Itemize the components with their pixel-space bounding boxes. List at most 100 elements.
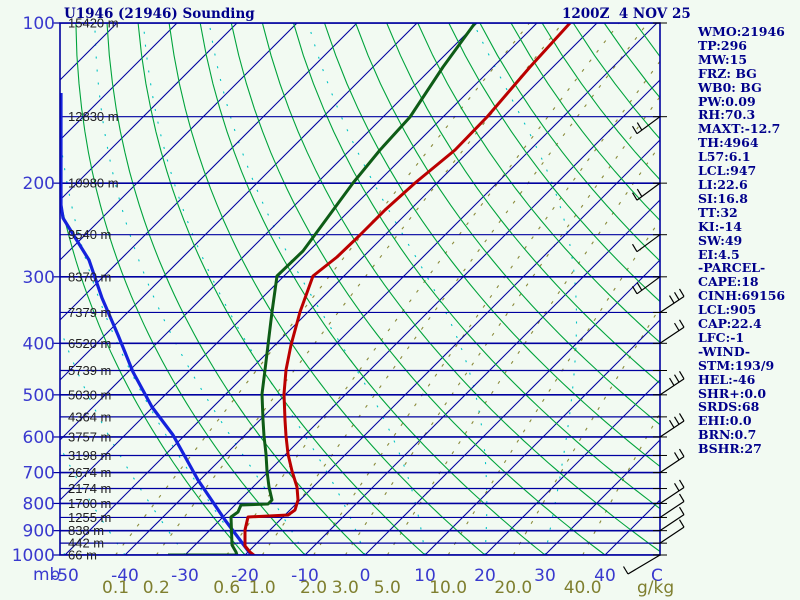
wind-barb-staff — [659, 295, 685, 313]
mixing-ratio-line — [386, 144, 660, 555]
wind-barb-feather — [636, 122, 643, 131]
stats-line: SW:49 — [698, 232, 743, 248]
pressure-axis-label: 900 — [23, 522, 55, 542]
stats-line: TP:296 — [698, 37, 747, 53]
temperature-unit-label: C — [651, 566, 663, 586]
wind-barb-staff — [627, 554, 661, 575]
wind-barb-feather — [631, 192, 638, 201]
isotherm-line — [60, 23, 538, 501]
stats-line: EHI:0.0 — [698, 413, 752, 429]
isotherm-line — [184, 79, 660, 555]
temperature-axis-label: 0 — [360, 566, 371, 586]
dry-adiabat-line — [137, 23, 426, 555]
stats-line: SHR+:0.0 — [698, 385, 767, 401]
temperature-axis-label: 10 — [414, 566, 436, 586]
wind-barb-feather — [678, 519, 685, 528]
isotherm-line — [60, 23, 358, 321]
wind-barb-feather — [673, 416, 680, 425]
wind-barb-staff — [659, 326, 685, 344]
stats-line: LCL:947 — [698, 163, 757, 179]
mixing-ratio-label: 0.1 — [102, 578, 129, 598]
isotherm-line — [124, 23, 658, 555]
wind-barb-feather — [678, 413, 685, 422]
isotherm-line — [64, 23, 598, 555]
wind-barb-feather — [673, 374, 680, 383]
isotherm-line — [544, 439, 660, 555]
height-label: 1700 m — [68, 496, 111, 511]
pressure-axis-label: 800 — [23, 494, 55, 514]
height-label: 5739 m — [68, 363, 111, 378]
stats-line: SRDS:68 — [698, 399, 760, 415]
height-label: 5030 m — [68, 387, 111, 402]
stats-line: -PARCEL- — [698, 260, 766, 276]
height-label: 10980 m — [68, 176, 119, 191]
isotherm-line — [60, 23, 478, 441]
mixing-ratio-label: 3.0 — [332, 578, 359, 598]
wind-barb-staff — [659, 514, 685, 532]
wind-barb-feather — [673, 291, 680, 301]
stats-line: KI:-14 — [698, 218, 742, 234]
mixing-ratio-label: 1.0 — [249, 578, 276, 598]
isotherm-line — [244, 139, 660, 555]
wind-barb-feather — [678, 506, 685, 515]
wind-barb-staff — [636, 276, 661, 295]
stats-line: MAXT:-12.7 — [698, 121, 781, 137]
wind-barb-staff — [659, 378, 685, 396]
temperature-axis-label: -10 — [291, 566, 319, 586]
mixing-ratio-label: 40.0 — [564, 578, 602, 598]
stats-line: EI:4.5 — [698, 246, 740, 262]
height-label: 15420 m — [68, 16, 119, 31]
wind-barb-staff — [659, 486, 685, 504]
stats-line: BSHR:27 — [698, 441, 762, 457]
temperature-axis-label: 20 — [474, 566, 496, 586]
stats-line: LCL:905 — [698, 302, 757, 318]
mixing-ratio-line — [344, 95, 660, 555]
wind-barb-feather — [622, 566, 629, 575]
plot-area — [0, 23, 660, 555]
temperature-axis-label: -30 — [171, 566, 199, 586]
wind-barb-feather — [669, 377, 675, 386]
stats-line: CAP:22.4 — [698, 316, 762, 332]
mixing-ratio-line — [261, 23, 648, 555]
chart-title: U1946 (21946) Sounding — [64, 6, 255, 22]
pressure-axis-label: 700 — [23, 464, 55, 484]
pressure-axis-label: 400 — [23, 334, 55, 354]
temperature-axis-label: -50 — [51, 566, 79, 586]
wind-barb-staff — [636, 182, 661, 201]
wind-barb-feather — [631, 286, 638, 295]
height-label: 9540 m — [68, 227, 111, 242]
dewpoint-trace — [168, 23, 477, 555]
height-label: 2174 m — [68, 481, 111, 496]
wind-barb-staff — [636, 234, 661, 253]
chart-datetime: 1200Z 4 NOV 25 — [562, 6, 691, 22]
wind-barb-staff — [659, 456, 685, 474]
pressure-axis-label: 1000 — [12, 546, 55, 566]
mixing-ratio-label: 2.0 — [300, 578, 327, 598]
height-label: 838 m — [68, 523, 104, 538]
isotherm-line — [304, 199, 660, 555]
wind-barb-feather — [669, 419, 675, 428]
stats-line: RH:70.3 — [698, 107, 756, 123]
stats-line: LFC:-1 — [698, 329, 745, 345]
wind-barb-feather — [673, 322, 680, 331]
stats-line: MW:15 — [698, 51, 748, 67]
stats-line: WMO:21946 — [698, 24, 785, 39]
height-label: 4364 m — [68, 409, 111, 424]
wind-barb-feather — [678, 319, 685, 328]
wind-barb-feather — [678, 288, 685, 297]
wind-barb-feather — [678, 479, 685, 488]
stats-line: SI:16.8 — [698, 190, 748, 206]
stats-line: -WIND- — [698, 343, 751, 359]
isotherm-line — [424, 319, 660, 555]
pressure-axis-label: 500 — [23, 386, 55, 406]
wind-barb-feather — [678, 448, 685, 457]
wind-barb-feather — [673, 482, 680, 492]
height-label: 2674 m — [68, 465, 111, 480]
moist-adiabat-line — [0, 23, 5, 555]
stats-line: L57:6.1 — [698, 149, 751, 165]
pressure-axis-label: 300 — [23, 268, 55, 288]
pressure-axis-label: 600 — [23, 428, 55, 448]
stats-panel: WMO:21946 TP:296 MW:15 FRZ: BG WB0: BG PW:0.0… — [698, 25, 785, 456]
wind-barb-feather — [678, 493, 685, 502]
